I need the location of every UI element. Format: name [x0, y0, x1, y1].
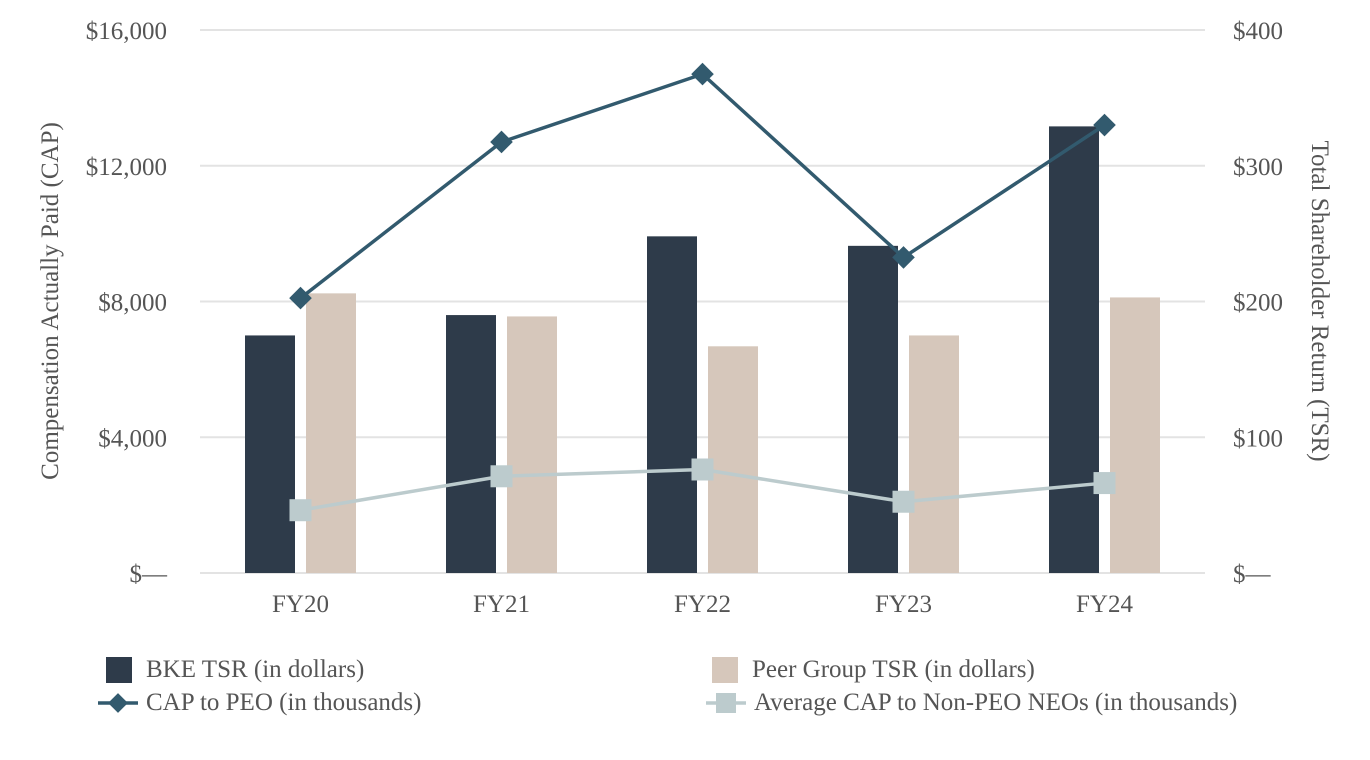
data-point: [691, 458, 714, 481]
legend-label-peer-tsr: Peer Group TSR (in dollars): [752, 656, 1035, 683]
x-tick-label: FY20: [272, 591, 329, 618]
x-tick-label: FY22: [674, 591, 731, 618]
series-lines: [289, 62, 1116, 522]
bar: [446, 315, 496, 573]
chart: $— $— $4,000 $100 $8,000 $200 $12,000 $300 $16,0…: [37, 18, 1333, 618]
y-tick-label: $4,000: [98, 425, 167, 452]
legend: BKE TSR (in dollars) Peer Group TSR (in …: [0, 652, 1370, 732]
legend-swatch-peer-tsr: [712, 657, 738, 683]
y-tick-label: $12,000: [86, 154, 167, 181]
legend-item-cap-non-peo: Average CAP to Non-PEO NEOs (in thousand…: [706, 689, 1237, 717]
data-point: [289, 499, 312, 522]
y2-tick-label: $400: [1233, 18, 1283, 45]
bar: [1049, 126, 1099, 573]
bar: [647, 236, 697, 573]
x-tick-label: FY24: [1076, 591, 1133, 618]
bar: [848, 245, 898, 573]
legend-item-bke-tsr: BKE TSR (in dollars): [106, 656, 364, 684]
bar: [306, 293, 356, 573]
series-line: [299, 72, 1106, 300]
y2-tick-label: $200: [1233, 290, 1283, 317]
data-point: [892, 490, 915, 513]
data-point: [1093, 472, 1116, 495]
bar: [708, 346, 758, 573]
y2-axis-label: Total Shareholder Return (TSR): [1306, 140, 1333, 461]
bar: [909, 335, 959, 573]
y-tick-label: $—: [130, 561, 169, 588]
data-point: [490, 465, 513, 488]
bar: [507, 316, 557, 573]
legend-swatch-cap-non-peo: [706, 693, 746, 713]
legend-swatch-cap-peo: [98, 693, 138, 713]
y2-tick-label: $100: [1233, 425, 1283, 452]
bar: [1110, 297, 1160, 573]
legend-item-cap-peo: CAP to PEO (in thousands): [98, 689, 421, 717]
gridlines: [200, 29, 1205, 574]
data-point: [691, 62, 714, 86]
tick-labels: $— $— $4,000 $100 $8,000 $200 $12,000 $300 $16,0…: [86, 18, 1283, 618]
data-point: [289, 286, 312, 310]
legend-label-cap-non-peo: Average CAP to Non-PEO NEOs (in thousand…: [754, 689, 1238, 716]
legend-swatch-bke-tsr: [106, 657, 132, 683]
y2-tick-label: $—: [1233, 561, 1272, 588]
y2-tick-label: $300: [1233, 154, 1283, 181]
legend-label-bke-tsr: BKE TSR (in dollars): [146, 656, 365, 683]
legend-label-cap-peo: CAP to PEO (in thousands): [146, 689, 422, 716]
bars: [245, 126, 1160, 573]
y-tick-label: $8,000: [98, 290, 167, 317]
x-tick-label: FY23: [875, 591, 932, 618]
legend-item-peer-tsr: Peer Group TSR (in dollars): [712, 656, 1035, 684]
x-tick-label: FY21: [473, 591, 530, 618]
y-axis-label: Compensation Actually Paid (CAP): [37, 122, 64, 480]
y-tick-label: $16,000: [86, 18, 167, 45]
bar: [245, 335, 295, 573]
